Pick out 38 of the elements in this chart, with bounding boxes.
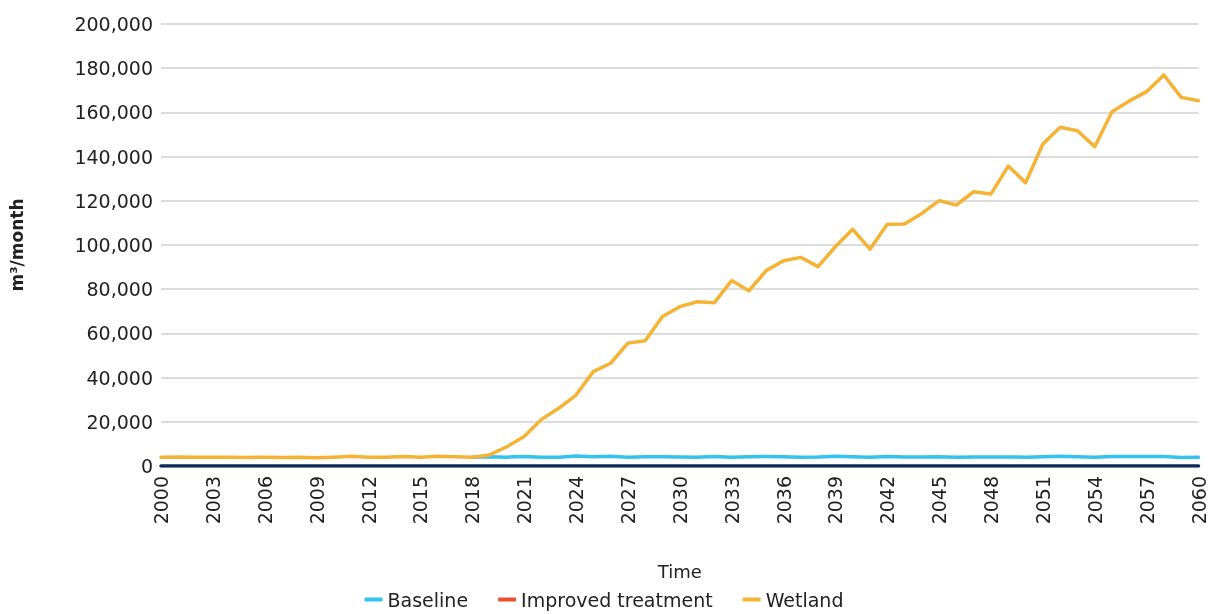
x-tick-label: 2060 bbox=[1187, 476, 1208, 525]
y-tick-label: 60,000 bbox=[86, 322, 153, 345]
x-tick-label: 2003 bbox=[201, 476, 224, 525]
x-tick-label: 2036 bbox=[772, 476, 795, 525]
x-tick-label: 2012 bbox=[357, 476, 380, 525]
x-tick-label: 2006 bbox=[253, 476, 276, 525]
x-tick-label: 2024 bbox=[565, 476, 587, 525]
y-tick-label: 160,000 bbox=[74, 101, 153, 124]
legend-label: Wetland bbox=[765, 588, 844, 611]
x-axis-title: Time bbox=[656, 560, 702, 582]
x-tick-label: 2015 bbox=[409, 476, 432, 525]
x-tick-label: 2021 bbox=[513, 476, 536, 525]
x-tick-label: 2042 bbox=[876, 476, 899, 525]
y-tick-label: 140,000 bbox=[74, 145, 153, 168]
x-tick-label: 2033 bbox=[720, 476, 743, 525]
x-tick-label: 2018 bbox=[461, 476, 484, 525]
legend-label: Baseline bbox=[387, 588, 469, 611]
y-tick-label: 0 bbox=[140, 455, 153, 477]
x-tick-label: 2027 bbox=[616, 476, 639, 525]
y-tick-label: 40,000 bbox=[86, 366, 153, 389]
x-tick-label: 2054 bbox=[1083, 476, 1106, 525]
y-tick-label: 180,000 bbox=[74, 57, 153, 80]
x-tick-label: 2045 bbox=[928, 476, 951, 525]
y-tick-label: 100,000 bbox=[74, 234, 153, 256]
x-tick-label: 2039 bbox=[824, 476, 847, 525]
y-tick-label: 120,000 bbox=[74, 189, 153, 212]
y-tick-label: 80,000 bbox=[86, 278, 153, 301]
x-tick-label: 2000 bbox=[150, 476, 172, 525]
x-tick-label: 2048 bbox=[980, 476, 1002, 525]
x-tick-label: 2030 bbox=[668, 476, 691, 525]
y-tick-label: 20,000 bbox=[86, 410, 153, 433]
y-axis-title: m³/month bbox=[6, 198, 27, 292]
x-tick-label: 2051 bbox=[1031, 476, 1054, 525]
y-tick-label: 200,000 bbox=[74, 13, 153, 35]
x-tick-label: 2009 bbox=[305, 476, 328, 525]
x-tick-label: 2057 bbox=[1135, 476, 1158, 525]
line-series bbox=[159, 73, 1201, 460]
legend-label: Improved treatment bbox=[521, 588, 713, 611]
